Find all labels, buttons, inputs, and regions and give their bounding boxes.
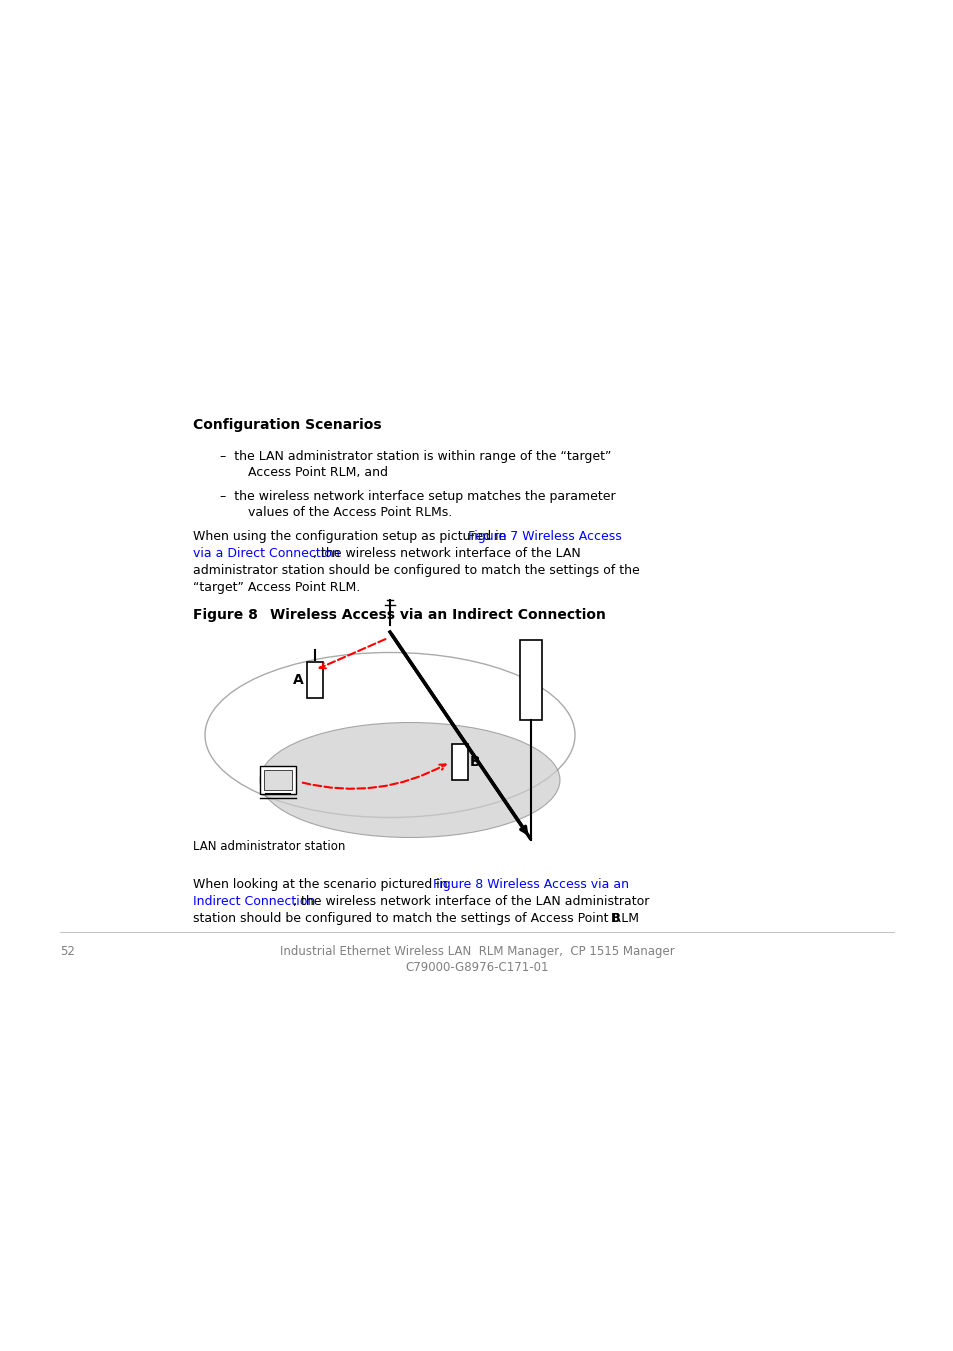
Text: values of the Access Point RLMs.: values of the Access Point RLMs. [248, 507, 452, 519]
Text: Access Point RLM, and: Access Point RLM, and [248, 466, 388, 480]
FancyBboxPatch shape [452, 744, 468, 780]
Text: , the wireless network interface of the LAN administrator: , the wireless network interface of the … [293, 894, 649, 908]
FancyBboxPatch shape [260, 766, 295, 794]
Text: , the wireless network interface of the LAN: , the wireless network interface of the … [313, 547, 580, 561]
Ellipse shape [260, 723, 559, 838]
Text: .: . [622, 912, 626, 925]
Text: C79000-G8976-C171-01: C79000-G8976-C171-01 [405, 961, 548, 974]
Text: B: B [470, 755, 480, 769]
Text: When looking at the scenario pictured in: When looking at the scenario pictured in [193, 878, 451, 892]
Text: Figure 8 Wireless Access via an: Figure 8 Wireless Access via an [433, 878, 628, 892]
Text: Wireless Access via an Indirect Connection: Wireless Access via an Indirect Connecti… [270, 608, 605, 621]
Text: Configuration Scenarios: Configuration Scenarios [193, 417, 381, 432]
Text: administrator station should be configured to match the settings of the: administrator station should be configur… [193, 563, 639, 577]
Text: B: B [610, 912, 619, 925]
Text: Industrial Ethernet Wireless LAN  RLM Manager,  CP 1515 Manager: Industrial Ethernet Wireless LAN RLM Man… [279, 944, 674, 958]
Text: Indirect Connection: Indirect Connection [193, 894, 314, 908]
Text: When using the configuration setup as pictured in: When using the configuration setup as pi… [193, 530, 510, 543]
Text: Figure 8: Figure 8 [193, 608, 257, 621]
Text: –  the LAN administrator station is within range of the “target”: – the LAN administrator station is withi… [220, 450, 611, 463]
Text: “target” Access Point RLM.: “target” Access Point RLM. [193, 581, 360, 594]
Text: LAN administrator station: LAN administrator station [193, 840, 345, 852]
FancyBboxPatch shape [307, 662, 323, 698]
Text: A: A [293, 673, 303, 688]
FancyBboxPatch shape [519, 640, 541, 720]
Text: –  the wireless network interface setup matches the parameter: – the wireless network interface setup m… [220, 490, 615, 503]
FancyBboxPatch shape [264, 770, 292, 790]
Text: station should be configured to match the settings of Access Point RLM: station should be configured to match th… [193, 912, 642, 925]
Text: 52: 52 [60, 944, 74, 958]
Text: via a Direct Connection: via a Direct Connection [193, 547, 339, 561]
Text: Figure 7 Wireless Access: Figure 7 Wireless Access [468, 530, 621, 543]
